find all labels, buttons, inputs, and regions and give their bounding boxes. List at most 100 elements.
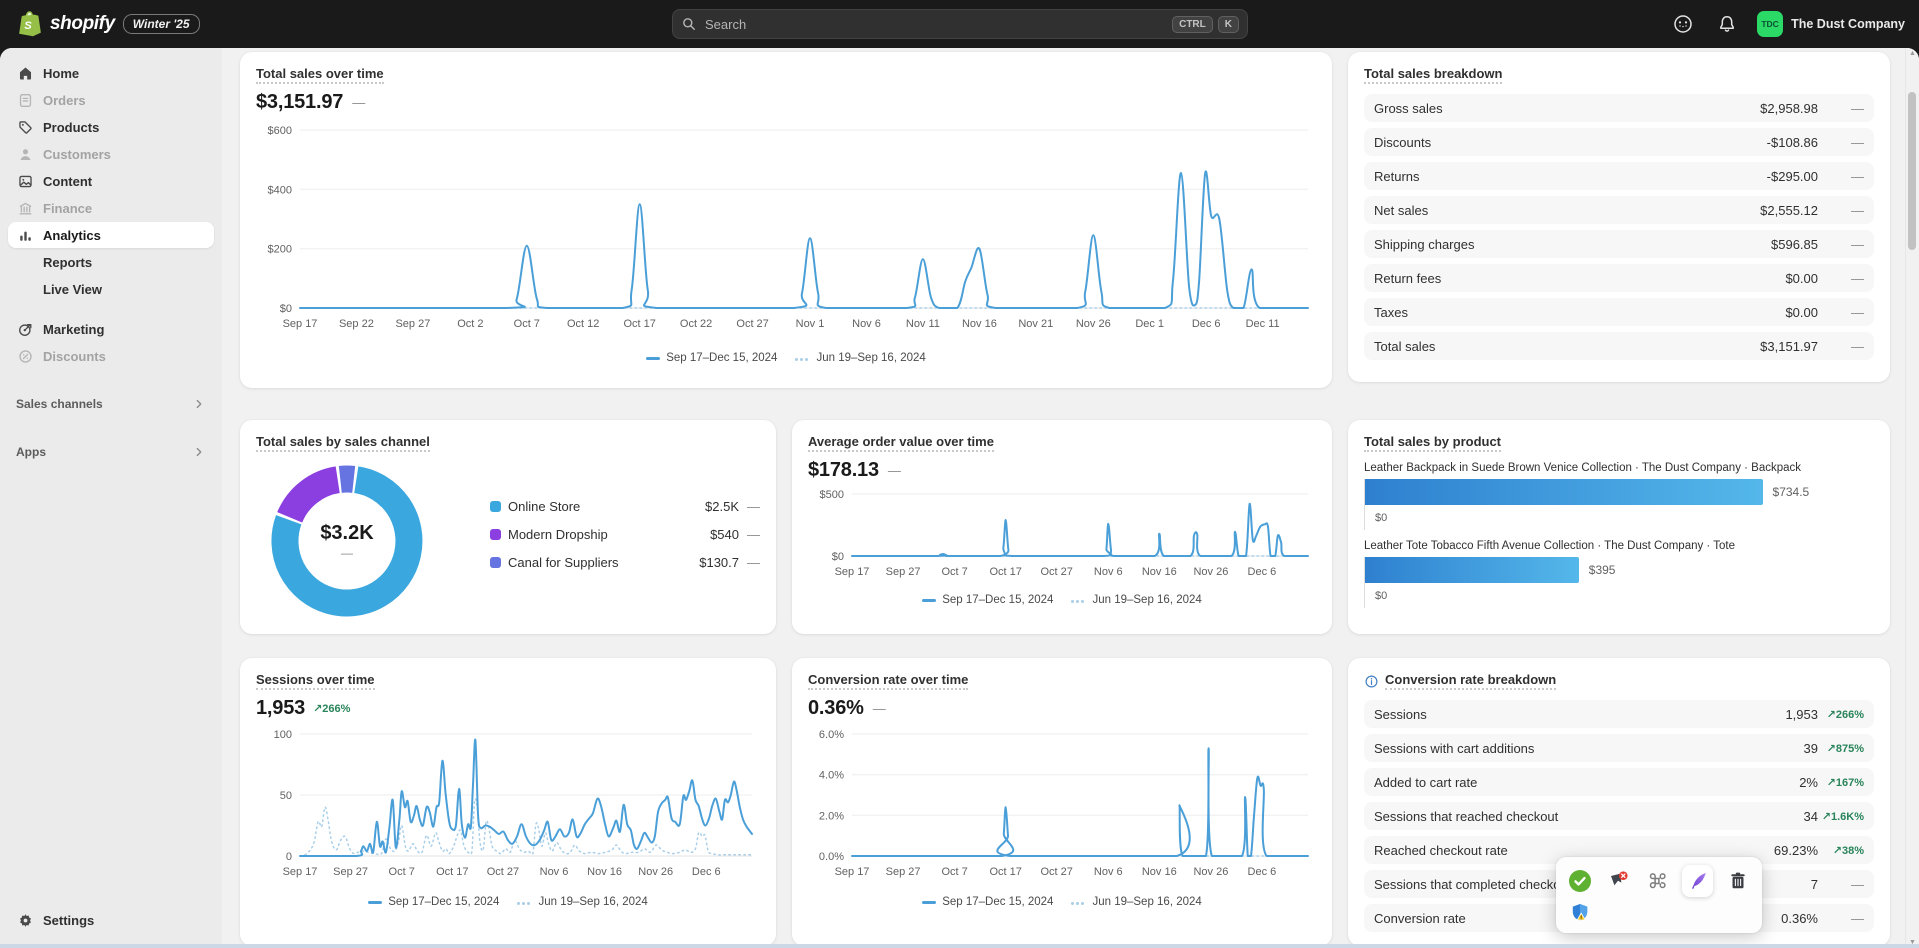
- feather-extension-icon[interactable]: [1681, 865, 1714, 897]
- chevron-right-icon: [192, 397, 206, 411]
- sidebar-item-home[interactable]: Home: [8, 60, 214, 86]
- x-tick-label: Nov 16: [1142, 866, 1177, 878]
- table-row[interactable]: Shipping charges $596.85 —: [1364, 230, 1874, 258]
- sidebar-section-apps[interactable]: Apps: [8, 439, 214, 465]
- flagged-extension-icon[interactable]: [1605, 867, 1633, 895]
- y-tick-label: 2.0%: [819, 810, 844, 822]
- vertical-scrollbar[interactable]: ▲ ▼: [1905, 48, 1919, 948]
- row-change-badge: ↗167%: [1826, 776, 1864, 789]
- y-tick-label: 50: [280, 790, 292, 802]
- donut-legend-item: Online Store $2.5K —: [490, 499, 760, 514]
- donut-slice-online-store: [271, 466, 423, 617]
- x-tick-label: Sep 17: [835, 866, 870, 878]
- sidebar-item-reports[interactable]: Reports: [8, 249, 214, 275]
- card-title: Total sales by sales channel: [256, 434, 430, 452]
- legend-current-period: Sep 17–Dec 15, 2024: [922, 896, 1053, 908]
- x-tick-label: Nov 1: [796, 318, 825, 330]
- sidebar-item-content[interactable]: Content: [8, 168, 214, 194]
- x-tick-label: Oct 7: [941, 566, 967, 578]
- total-sales-line-chart: $600 $400 $200 $0 Sep 17 Sep 22 Sep 27 Oct 2 Oct…: [256, 116, 1316, 346]
- sidebar-item-settings[interactable]: Settings: [8, 907, 214, 933]
- table-row[interactable]: Total sales $3,151.97 —: [1364, 332, 1874, 360]
- table-row[interactable]: Sessions that reached checkout 34 ↗1.6K%: [1364, 802, 1874, 830]
- x-tick-label: Oct 27: [487, 866, 519, 878]
- chart-legend: Sep 17–Dec 15, 2024 Jun 19–Sep 16, 2024: [808, 896, 1316, 908]
- product-bar-value: $734.5: [1772, 485, 1810, 499]
- table-row[interactable]: Return fees $0.00 —: [1364, 264, 1874, 292]
- scrollbar-thumb[interactable]: [1908, 92, 1916, 250]
- legend-label: Online Store: [508, 499, 581, 514]
- sidebar-item-analytics[interactable]: Analytics: [8, 222, 214, 248]
- row-label: Added to cart rate: [1374, 774, 1478, 790]
- table-row[interactable]: Discounts -$108.86 —: [1364, 128, 1874, 156]
- info-icon[interactable]: [1364, 674, 1379, 689]
- settings-label: Settings: [43, 912, 95, 928]
- app-frame: Home Orders Products Customers Content Financ…: [0, 48, 1919, 948]
- sidebar-item-label: Analytics: [43, 227, 101, 243]
- knot-extension-icon[interactable]: [1643, 867, 1671, 895]
- product-label: Leather Backpack in Suede Brown Venice C…: [1364, 462, 1802, 474]
- row-label: Return fees: [1374, 270, 1442, 286]
- card-conversion-rate-over-time: Conversion rate over time 0.36% — 6.0% 4.…: [792, 658, 1332, 946]
- x-tick-label: Dec 6: [1248, 566, 1277, 578]
- search-input[interactable]: [703, 15, 1168, 33]
- sidebar-item-label: Products: [43, 119, 100, 135]
- solid-line-swatch: [646, 356, 661, 360]
- sidebar-item-products[interactable]: Products: [8, 114, 214, 140]
- sidebar-item-live-view[interactable]: Live View: [8, 276, 214, 302]
- shield-warning-extension-icon[interactable]: [1566, 899, 1594, 927]
- legend-swatch: [490, 501, 501, 512]
- row-value: -$108.86: [1766, 134, 1818, 150]
- breakdown-table: Gross sales $2,958.98— Discounts -$108.86— R…: [1364, 94, 1874, 360]
- row-no-change: —: [1851, 270, 1864, 286]
- sidebar-sections: Sales channels Apps: [8, 391, 214, 465]
- row-value: $0.00: [1785, 270, 1818, 286]
- sidekick-icon[interactable]: [1669, 10, 1697, 38]
- table-row[interactable]: Net sales $2,555.12 —: [1364, 196, 1874, 224]
- row-label: Returns: [1374, 168, 1420, 184]
- current-period-line: [299, 738, 753, 857]
- product-bars-chart: Leather Backpack in Suede Brown Venice C…: [1364, 462, 1874, 608]
- row-no-change: —: [1851, 304, 1864, 320]
- x-tick-label: Oct 22: [680, 318, 712, 330]
- table-row[interactable]: Gross sales $2,958.98 —: [1364, 94, 1874, 122]
- row-value: 39: [1803, 740, 1818, 756]
- sidebar-section-sales-channels[interactable]: Sales channels: [8, 391, 214, 417]
- sidebar-item-customers: Customers: [8, 141, 214, 167]
- analytics-icon: [16, 226, 34, 244]
- x-tick-label: Nov 16: [1142, 566, 1177, 578]
- store-menu-button[interactable]: TDC The Dust Company: [1757, 11, 1905, 37]
- table-row[interactable]: Added to cart rate 2% ↗167%: [1364, 768, 1874, 796]
- x-tick-label: Oct 17: [436, 866, 468, 878]
- table-row[interactable]: Returns -$295.00 —: [1364, 162, 1874, 190]
- trash-extension-icon[interactable]: [1724, 867, 1752, 895]
- section-label: Apps: [16, 445, 46, 459]
- card-total-sales-breakdown: Total sales breakdown Gross sales $2,958.…: [1348, 52, 1890, 382]
- extensions-floating-panel: [1556, 857, 1762, 933]
- check-extension-icon[interactable]: [1566, 867, 1594, 895]
- sidebar-item-label: Home: [43, 65, 80, 81]
- notifications-bell-icon[interactable]: [1713, 10, 1741, 38]
- table-row[interactable]: Sessions 1,953 ↗266%: [1364, 700, 1874, 728]
- donut-legend-item: Modern Dropship $540 —: [490, 527, 760, 542]
- scroll-up-arrow[interactable]: ▲: [1909, 50, 1916, 57]
- scroll-down-arrow[interactable]: ▼: [1909, 939, 1916, 946]
- x-tick-label: Oct 7: [389, 866, 415, 878]
- legend-previous-period: Jun 19–Sep 16, 2024: [795, 352, 926, 364]
- global-search[interactable]: CTRL K: [672, 9, 1248, 39]
- sidebar-item-marketing[interactable]: Marketing: [8, 316, 214, 342]
- table-row[interactable]: Sessions with cart additions 39 ↗875%: [1364, 734, 1874, 762]
- row-no-change: —: [1851, 168, 1864, 184]
- aov-line-chart: $500 $0 Sep 17 Sep 27 Oct 7 Oct 17 Oct 27 Nov 6…: [808, 484, 1316, 588]
- x-tick-label: Nov 16: [962, 318, 997, 330]
- x-tick-label: Sep 27: [395, 318, 430, 330]
- x-tick-label: Nov 6: [852, 318, 881, 330]
- gear-icon: [16, 911, 34, 929]
- content-icon: [16, 172, 34, 190]
- sidebar-item-label: Discounts: [43, 348, 106, 364]
- x-tick-label: Dec 6: [1248, 866, 1277, 878]
- row-value: 34: [1803, 808, 1818, 824]
- shopify-logo[interactable]: S shopify Winter '25: [16, 10, 200, 38]
- table-row[interactable]: Taxes $0.00 —: [1364, 298, 1874, 326]
- product-bar: [1365, 557, 1579, 583]
